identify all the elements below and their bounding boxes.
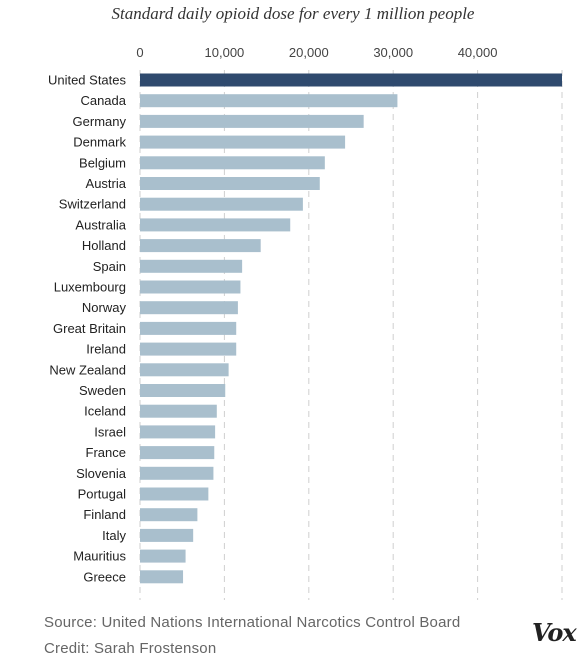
category-label: Belgium [79, 155, 126, 170]
category-label: Luxembourg [54, 280, 126, 295]
bar [140, 549, 186, 563]
category-label: Finland [83, 507, 126, 522]
category-label: Canada [80, 93, 126, 108]
category-label: Australia [75, 217, 126, 232]
bar [140, 321, 237, 335]
category-label: France [86, 445, 126, 460]
bar [140, 280, 241, 294]
category-label: United States [48, 73, 127, 88]
category-label: Switzerland [59, 197, 126, 212]
category-label: Mauritius [73, 549, 126, 564]
x-tick-label: 40,000 [458, 45, 498, 60]
bar [140, 259, 243, 273]
x-tick-label: 0 [136, 45, 143, 60]
bar [140, 218, 291, 232]
category-label: Great Britain [53, 321, 126, 336]
bar [140, 384, 226, 397]
category-label: Norway [82, 300, 127, 315]
chart-title: Standard daily opioid dose for every 1 m… [111, 4, 475, 23]
bar [140, 73, 562, 87]
vox-logo: Vox [532, 618, 577, 647]
category-label: Portugal [78, 487, 127, 502]
category-label: Greece [83, 569, 126, 584]
category-label: Israel [94, 424, 126, 439]
bar [140, 177, 320, 190]
x-tick-label: 30,000 [373, 45, 413, 60]
category-label: Germany [73, 114, 127, 129]
bar [140, 487, 209, 501]
bar [140, 446, 215, 460]
x-tick-label: 10,000 [205, 45, 245, 60]
bar [140, 570, 184, 584]
category-label: Ireland [86, 342, 126, 357]
bar [140, 404, 217, 418]
bar [140, 94, 398, 108]
bar [140, 135, 346, 149]
bar [140, 114, 364, 128]
category-label: Spain [93, 259, 126, 274]
bar [140, 239, 261, 253]
x-tick-label: 20,000 [289, 45, 329, 60]
category-label: Slovenia [76, 466, 127, 481]
bar [140, 301, 238, 315]
category-label: Iceland [84, 404, 126, 419]
bar [140, 528, 194, 542]
bar [140, 363, 229, 377]
bar [140, 197, 303, 211]
category-label: Sweden [79, 383, 126, 398]
credit-note: Credit: Sarah Frostenson [44, 640, 217, 657]
bar [140, 508, 198, 522]
bar [140, 466, 214, 480]
bar [140, 342, 237, 356]
bar [140, 425, 216, 439]
category-label: Denmark [73, 135, 126, 150]
category-label: Italy [102, 528, 126, 543]
category-label: Holland [82, 238, 126, 253]
category-label: New Zealand [49, 362, 126, 377]
category-label: Austria [86, 176, 127, 191]
source-note: Source: United Nations International Nar… [44, 614, 461, 631]
bar [140, 156, 325, 170]
